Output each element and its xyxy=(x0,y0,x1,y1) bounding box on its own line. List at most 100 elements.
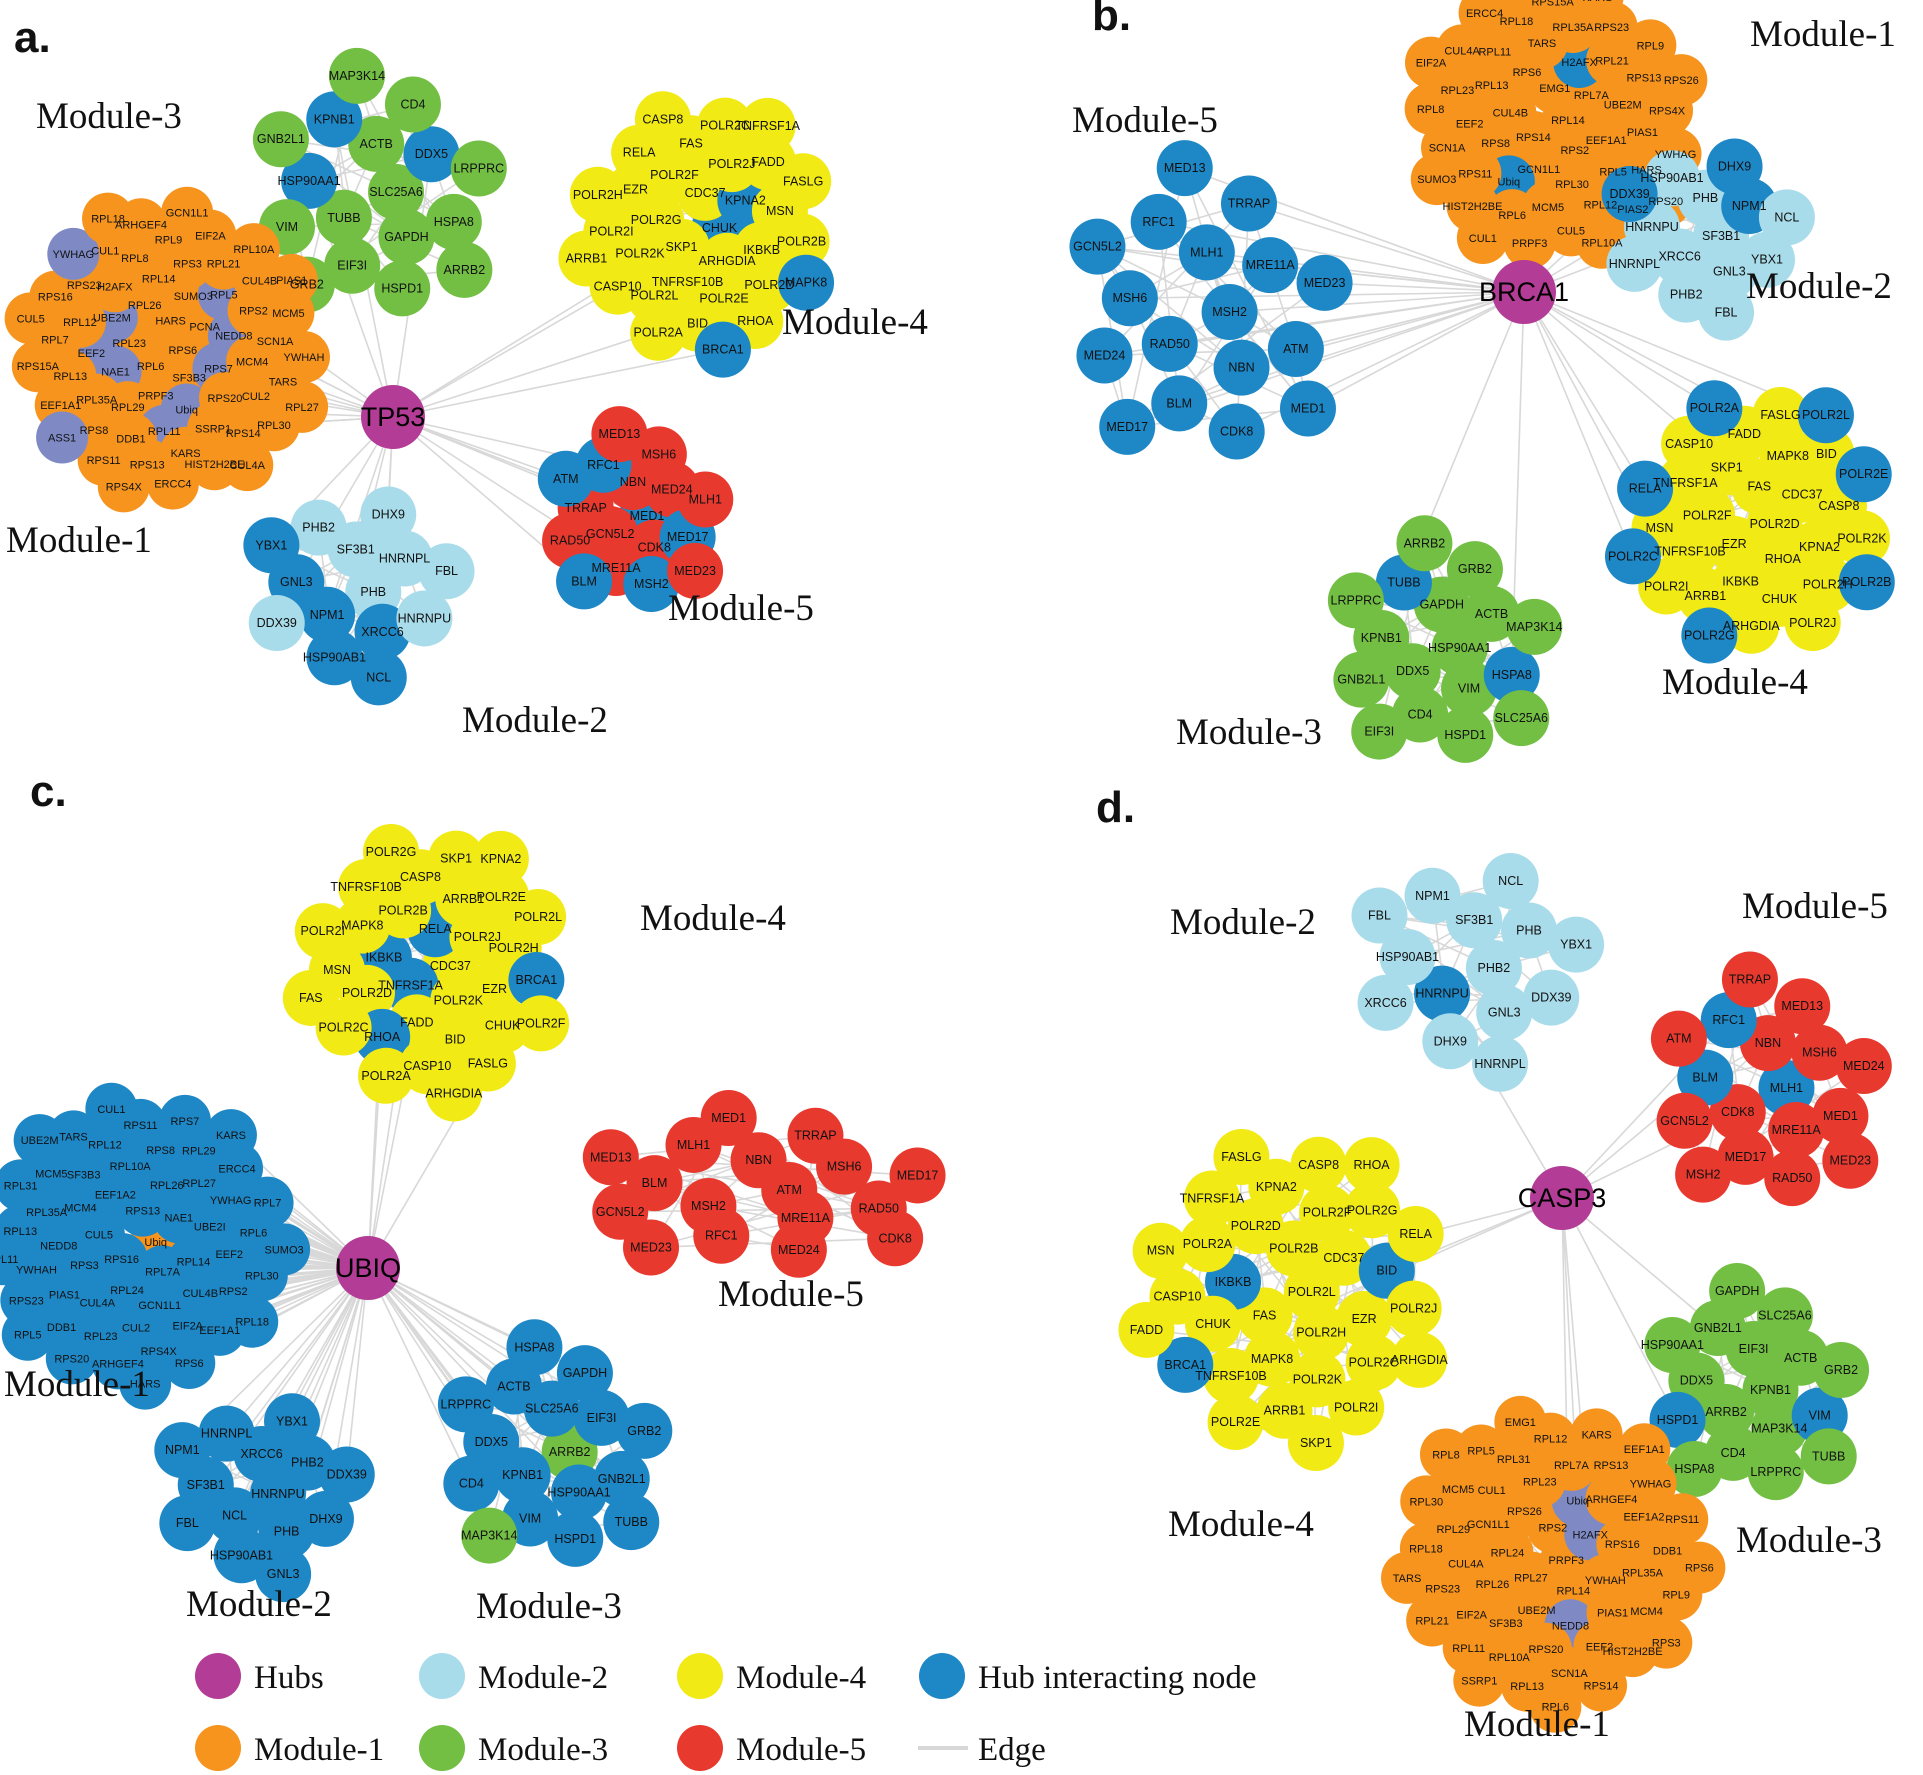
node-label: RPL14 xyxy=(1557,1585,1591,1597)
node-a-m1-ERCC4 xyxy=(146,457,199,510)
node-d-m5-TRRAP xyxy=(1721,951,1778,1008)
node-label: RPS2 xyxy=(219,1286,248,1298)
node-label: RFC1 xyxy=(705,1229,738,1243)
node-a-m4-MAPK8 xyxy=(778,254,835,311)
node-label: RPL31 xyxy=(4,1180,38,1192)
node-label: SUMO3 xyxy=(1417,174,1456,186)
node-label: TUBB xyxy=(1812,1449,1845,1463)
node-label: CUL4A xyxy=(1444,45,1480,57)
node-label: ARRB1 xyxy=(442,892,484,906)
node-label: MED13 xyxy=(1781,999,1823,1013)
node-d-m1-RPS14 xyxy=(1575,1659,1628,1712)
node-label: MCM5 xyxy=(272,308,304,320)
node-label: RPL29 xyxy=(111,402,145,414)
node-label: RPL12 xyxy=(88,1140,122,1152)
node-a-m2-NCL xyxy=(350,649,407,706)
node-d-m2-GNL3 xyxy=(1476,984,1533,1041)
node-d-m5-GCN5L2 xyxy=(1656,1092,1713,1149)
node-c-m5-CDK8 xyxy=(867,1210,924,1267)
node-c-m3-GAPDH xyxy=(556,1345,613,1402)
node-c-m3-EIF3I xyxy=(573,1389,630,1446)
node-label: POLR2J xyxy=(1789,616,1836,630)
node-label: VIM xyxy=(1809,1408,1831,1422)
node-c-m3-HSPD1 xyxy=(547,1510,604,1567)
edge xyxy=(1103,203,1250,357)
node-label: EIF2A xyxy=(195,231,226,243)
node-b-m5-MED13 xyxy=(1156,140,1213,197)
node-label: PIAS2 xyxy=(1617,204,1648,216)
module-label-b-m4: Module-4 xyxy=(1662,662,1808,703)
module-label-b-m5: Module-5 xyxy=(1072,100,1218,141)
node-label: SLC25A6 xyxy=(369,185,423,199)
node-label: FADD xyxy=(400,1015,433,1029)
node-label: RPL13 xyxy=(53,371,87,383)
node-d-m4-CASP8 xyxy=(1290,1136,1347,1193)
node-label: RPL23 xyxy=(84,1331,118,1343)
node-a-m3-HSPD1 xyxy=(374,260,431,317)
hub-label-UBIQ: UBIQ xyxy=(335,1253,401,1283)
node-label: PRPF3 xyxy=(138,390,173,402)
node-b-m3-HSPA8 xyxy=(1483,646,1540,703)
node-d-m2-NPM1 xyxy=(1404,867,1461,924)
node-c-m4-POLR2F xyxy=(513,995,570,1052)
node-label: CUL1 xyxy=(1469,233,1497,245)
node-label: DDX39 xyxy=(1609,187,1649,201)
node-label: NBN xyxy=(1228,361,1254,375)
node-label: RPL29 xyxy=(1436,1524,1470,1536)
node-label: RPL8 xyxy=(1432,1449,1460,1461)
node-c-m2-FBL xyxy=(159,1495,216,1552)
node-label: HSPD1 xyxy=(1657,1413,1699,1427)
node-label: RPS6 xyxy=(1685,1563,1714,1575)
node-label: CASP8 xyxy=(1818,499,1859,513)
node-label: MED17 xyxy=(1725,1150,1767,1164)
node-label: RELA xyxy=(623,146,656,160)
node-b-m2-HSP90AB1 xyxy=(1643,150,1700,207)
node-a-m1-CUL4A xyxy=(221,439,274,492)
labels-layer: MSH2 RAD50 MLH1 NBN MSH6 MRE11A BLM RFC1 ATM MED2… xyxy=(1072,0,1896,753)
node-label: CUL4B xyxy=(1493,108,1528,120)
legend-swatch-m3 xyxy=(419,1725,465,1771)
node-label: DHX9 xyxy=(1434,1034,1467,1048)
node-label: NPM1 xyxy=(1415,889,1450,903)
node-label: EEF2 xyxy=(1456,118,1484,130)
node-label: GNL3 xyxy=(267,1567,300,1581)
node-label: SF3B1 xyxy=(1702,229,1740,243)
node-b-m1-ERCC4 xyxy=(1458,0,1511,39)
labels-layer: CDC37 TNFRSF1A RELA POLR2K IKBKB POLR2J FADD PO… xyxy=(0,767,938,1627)
node-label: RPL12 xyxy=(1534,1434,1568,1446)
node-b-m1-KARS xyxy=(1571,0,1624,24)
node-a-m2-DHX9 xyxy=(360,486,417,543)
node-label: TRRAP xyxy=(1729,972,1771,986)
node-b-m4-POLR2J xyxy=(1784,595,1841,652)
node-label: CDC37 xyxy=(1323,1251,1364,1265)
node-label: CD4 xyxy=(1721,1446,1746,1460)
node-label: SF3B3 xyxy=(172,373,206,385)
node-label: CD4 xyxy=(459,1477,484,1491)
node-label: GNB2L1 xyxy=(1337,673,1385,687)
node-label: HSPD1 xyxy=(381,281,423,295)
node-d-m1-KARS xyxy=(1570,1408,1623,1461)
node-label: ATM xyxy=(1666,1032,1691,1046)
node-label: MED1 xyxy=(711,1111,746,1125)
node-label: HSPA8 xyxy=(434,215,474,229)
node-label: GRB2 xyxy=(1458,562,1492,576)
node-label: RPL30 xyxy=(245,1270,279,1282)
node-label: SSRP1 xyxy=(1461,1676,1497,1688)
node-d-m1-RPL21 xyxy=(1406,1594,1459,1647)
node-label: CHUK xyxy=(1195,1317,1231,1331)
node-label: RHOA xyxy=(364,1030,401,1044)
node-label: PHB2 xyxy=(1670,288,1703,302)
node-label: MCM4 xyxy=(64,1202,96,1214)
node-label: RPL6 xyxy=(1498,210,1526,222)
hub-node-TP53 xyxy=(361,385,425,449)
node-label: POLR2F xyxy=(1303,1206,1352,1220)
node-label: FAS xyxy=(1747,480,1771,494)
legend-label-hub: Hubs xyxy=(254,1660,324,1696)
module-label-d-m1: Module-1 xyxy=(1464,1704,1610,1745)
node-label: POLR2H xyxy=(1296,1326,1346,1340)
node-c-m5-MED23 xyxy=(623,1219,680,1276)
node-label: POLR2E xyxy=(1211,1415,1260,1429)
node-label: GCN5L2 xyxy=(1073,240,1122,254)
node-label: RPL21 xyxy=(1595,55,1629,67)
node-label: DDX5 xyxy=(1396,664,1429,678)
